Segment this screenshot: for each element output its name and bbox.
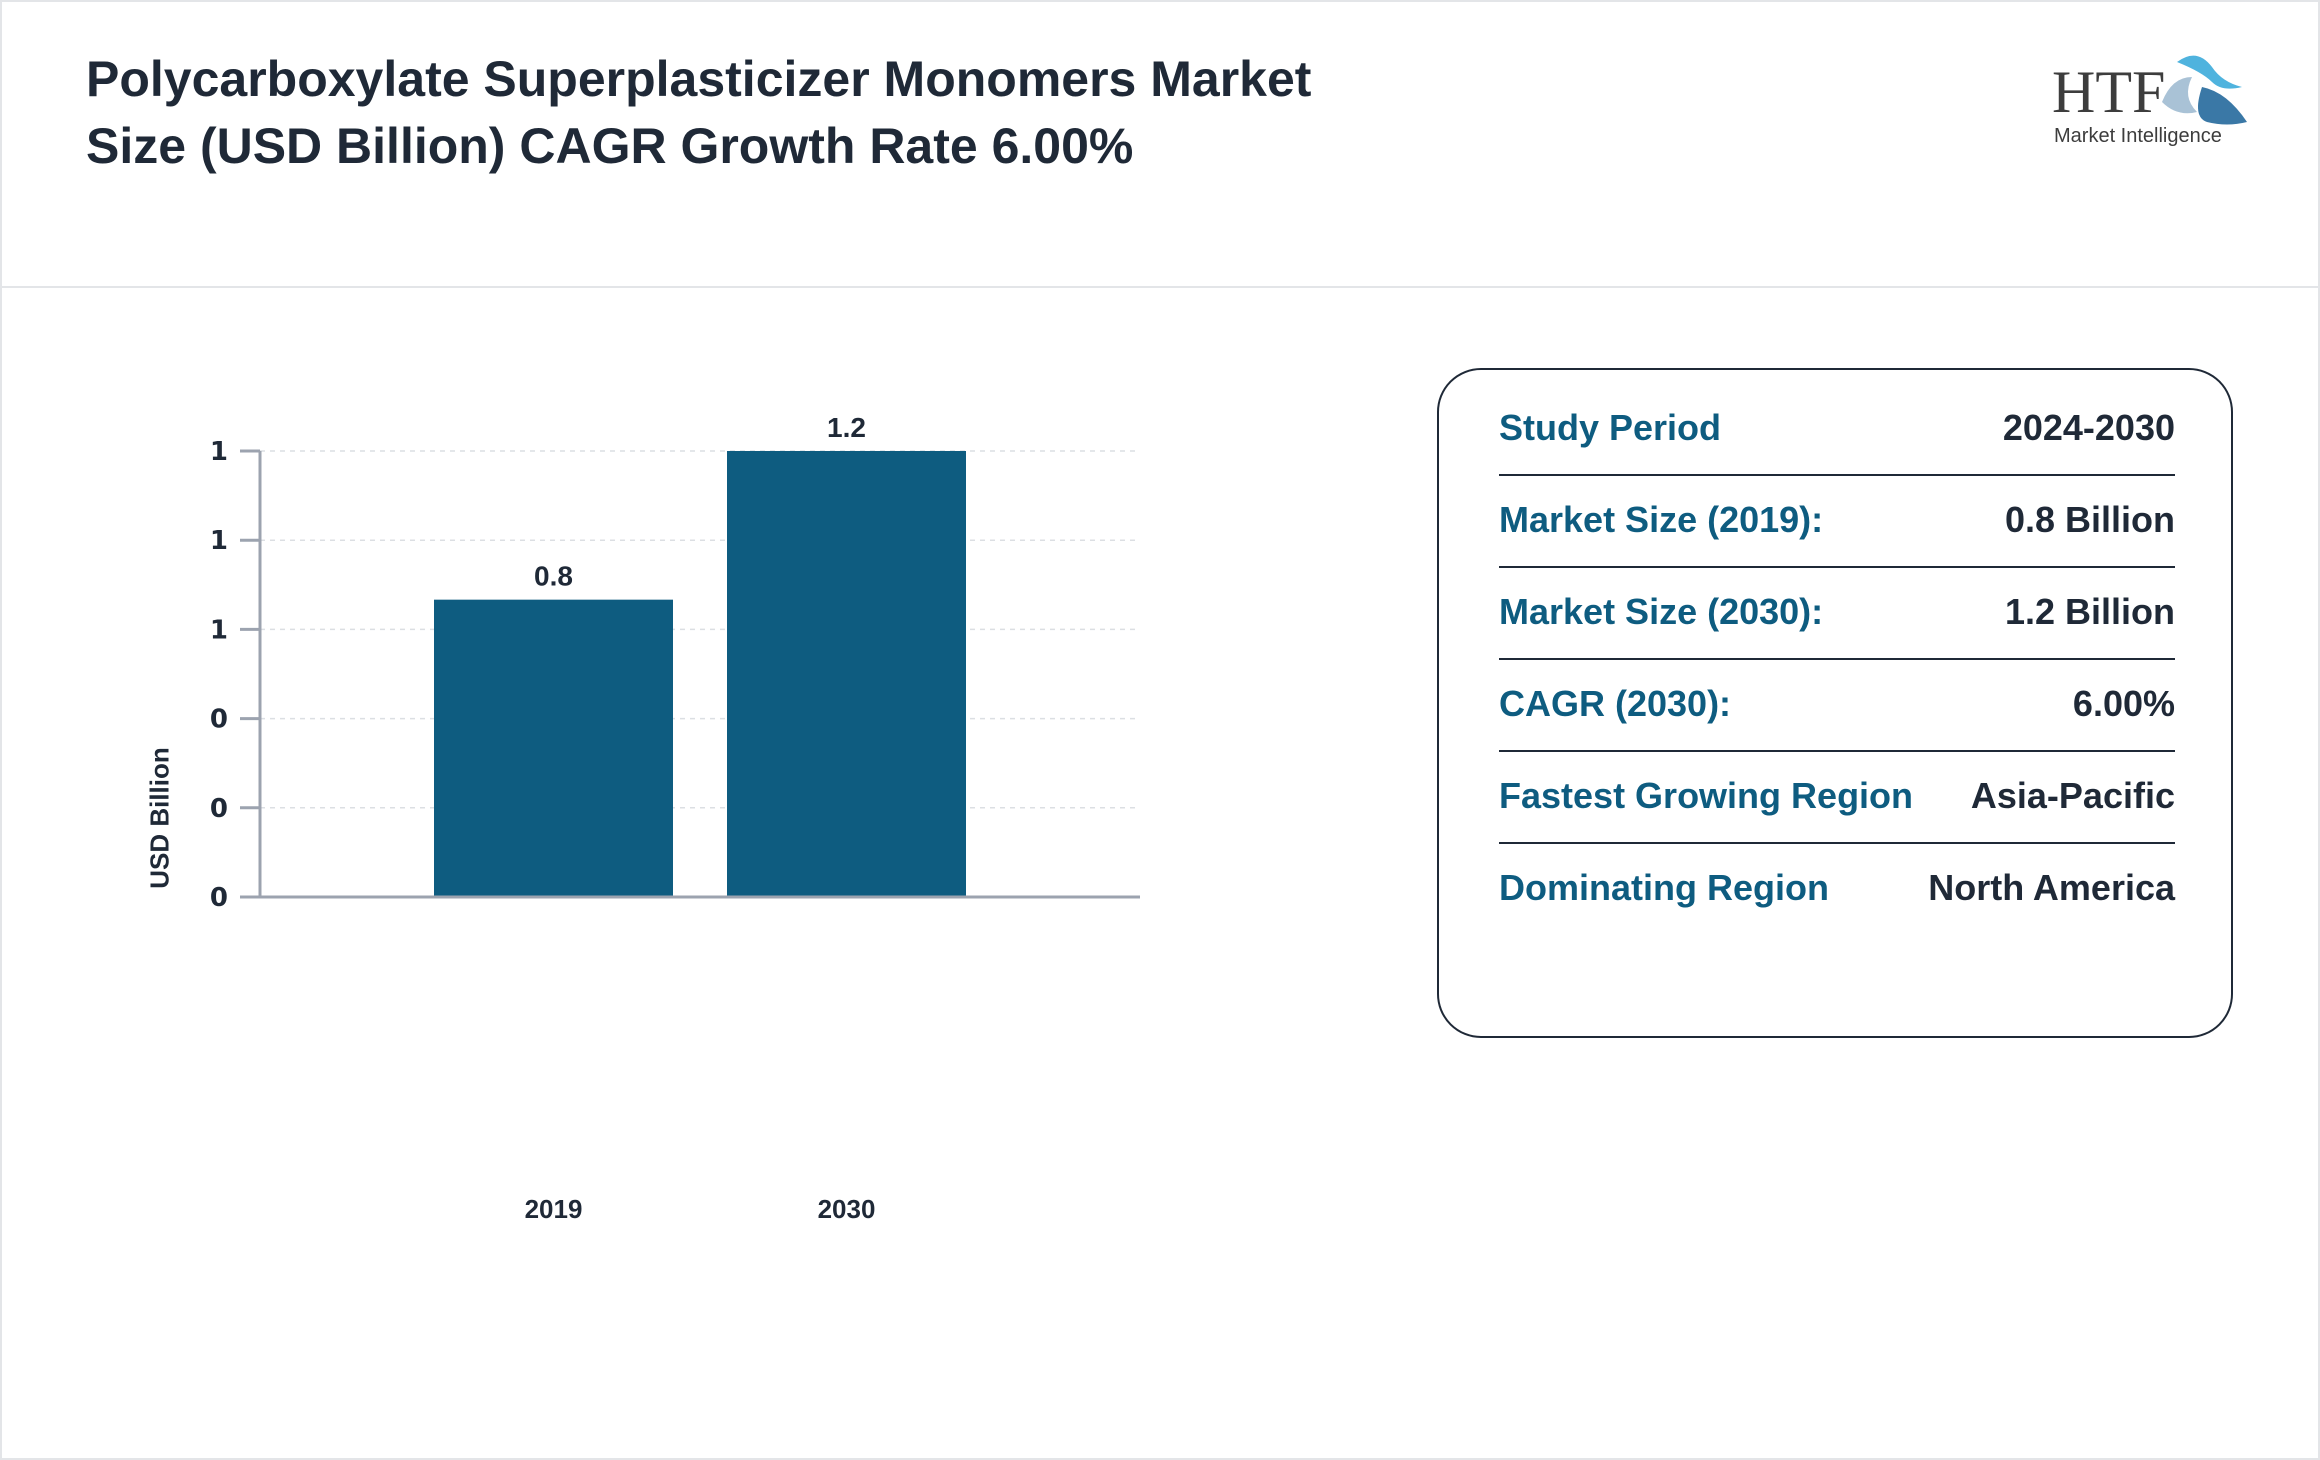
x-tick-label: 2019 bbox=[525, 1194, 583, 1224]
info-value: 0.8 Billion bbox=[2004, 499, 2175, 540]
header: Polycarboxylate Superplasticizer Monomer… bbox=[2, 2, 2318, 288]
info-label: Dominating Region bbox=[1499, 867, 1829, 908]
y-tick-label: 0 bbox=[210, 705, 228, 735]
y-tick-label: 1 bbox=[210, 526, 228, 556]
info-row: Market Size (2030): 1.2 Billion bbox=[1499, 566, 2175, 660]
info-row: Study Period 2024-2030 bbox=[1499, 382, 2175, 476]
x-tick-label: 2030 bbox=[818, 1194, 876, 1224]
info-value: 6.00% bbox=[2072, 683, 2175, 724]
info-label: Fastest Growing Region bbox=[1499, 775, 1914, 816]
y-tick-label: 0 bbox=[210, 883, 228, 913]
info-value: Asia-Pacific bbox=[1970, 775, 2175, 816]
info-value: North America bbox=[1928, 867, 2175, 908]
info-label: Market Size (2019): bbox=[1499, 499, 1824, 540]
info-row: Market Size (2019): 0.8 Billion bbox=[1499, 474, 2175, 568]
info-label: Study Period bbox=[1499, 407, 1722, 448]
info-row: Fastest Growing Region Asia-Pacific bbox=[1499, 750, 2175, 844]
info-value: 1.2 Billion bbox=[2004, 591, 2175, 632]
info-row: Dominating Region North America bbox=[1499, 842, 2175, 934]
info-label: CAGR (2030): bbox=[1499, 683, 1732, 724]
page-title: Polycarboxylate Superplasticizer Monomer… bbox=[86, 51, 1312, 174]
info-value: 2024-2030 bbox=[2002, 407, 2175, 448]
info-row: CAGR (2030): 6.00% bbox=[1499, 658, 2175, 752]
y-tick-label: 1 bbox=[210, 615, 228, 645]
bar-chart: 0 0 0 1 1 1 0.8 2019 1.2 2030 bbox=[210, 412, 1140, 1224]
y-tick-label: 1 bbox=[210, 437, 228, 467]
summary-card: Study Period 2024-2030 Market Size (2019):… bbox=[1437, 368, 2233, 1038]
bar-2030 bbox=[727, 451, 966, 897]
data-label: 0.8 bbox=[534, 561, 573, 592]
y-tick-label: 0 bbox=[210, 794, 228, 824]
logo-subtext: Market Intelligence bbox=[2054, 125, 2222, 147]
logo-text: HTF bbox=[2052, 59, 2165, 125]
bar-2019 bbox=[434, 599, 673, 897]
data-label: 1.2 bbox=[827, 412, 866, 443]
info-label: Market Size (2030): bbox=[1499, 591, 1824, 632]
htf-logo: HTF Market Intelligence bbox=[2052, 55, 2247, 147]
